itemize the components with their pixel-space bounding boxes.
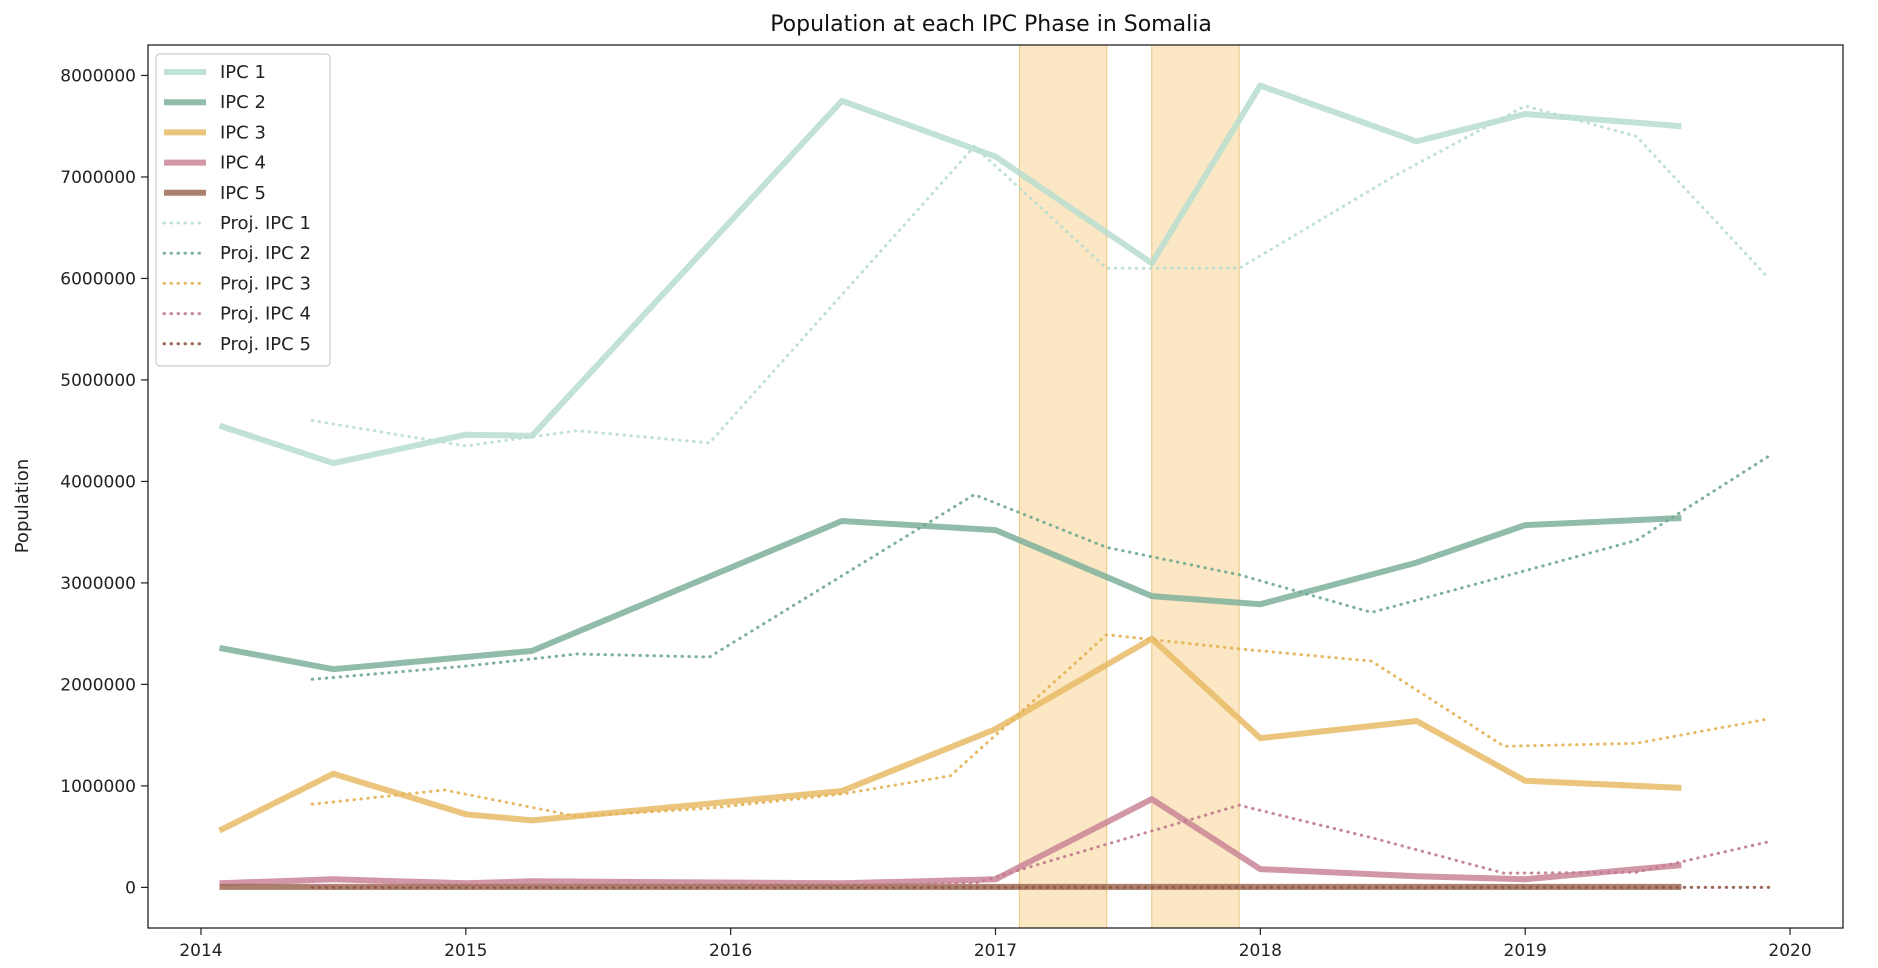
legend-label: IPC 5	[220, 183, 266, 204]
y-tick-label: 2000000	[60, 675, 136, 695]
y-tick-label: 4000000	[60, 472, 136, 492]
legend-label: IPC 4	[220, 153, 266, 174]
x-tick-label: 2014	[179, 941, 222, 961]
legend-label: IPC 2	[220, 92, 266, 113]
series-line-ipc-3	[218, 635, 1682, 834]
x-tick-label: 2015	[444, 941, 487, 961]
legend-label: Proj. IPC 1	[220, 213, 311, 234]
series-line-proj-ipc-4	[310, 803, 1771, 887]
series-line-proj-ipc-1	[310, 104, 1771, 448]
shaded-period-1	[1018, 44, 1108, 929]
y-axis-label: Population	[12, 459, 33, 554]
chart-title: Population at each IPC Phase in Somalia	[770, 12, 1212, 37]
y-tick-label: 5000000	[60, 371, 136, 391]
y-tick-label: 7000000	[60, 168, 136, 188]
shaded-period-2	[1151, 44, 1240, 929]
series-line-proj-ipc-2	[310, 454, 1771, 681]
series-line-ipc-1	[218, 82, 1682, 467]
legend-label: IPC 1	[220, 62, 266, 83]
y-tick-label: 8000000	[60, 66, 136, 86]
series-line-ipc-2	[218, 515, 1682, 673]
y-tick-label: 0	[125, 878, 136, 898]
legend-label: Proj. IPC 5	[220, 334, 311, 355]
x-tick-label: 2018	[1239, 941, 1282, 961]
series-line-proj-ipc-3	[310, 633, 1771, 818]
y-tick-label: 3000000	[60, 574, 136, 594]
legend-label: Proj. IPC 2	[220, 243, 311, 264]
legend-label: Proj. IPC 3	[220, 273, 311, 294]
x-tick-label: 2020	[1768, 941, 1811, 961]
x-tick-label: 2017	[974, 941, 1017, 961]
legend: IPC 1 IPC 2 IPC 3 IPC 4 IPC 5 Proj. IPC 1 Proj…	[155, 53, 331, 367]
x-axis: 2014 2015 2016 2017 2018 2019 2020	[179, 928, 1812, 961]
legend-label: IPC 3	[220, 122, 266, 143]
y-tick-label: 6000000	[60, 269, 136, 289]
y-tick-label: 1000000	[60, 777, 136, 797]
series-layer	[218, 82, 1771, 890]
y-axis: 0 1000000 2000000 3000000 4000000 5000000 6000…	[60, 66, 148, 898]
x-tick-label: 2016	[709, 941, 752, 961]
legend-label: Proj. IPC 4	[220, 304, 311, 325]
series-line-ipc-4	[219, 796, 1682, 887]
x-tick-label: 2019	[1504, 941, 1547, 961]
